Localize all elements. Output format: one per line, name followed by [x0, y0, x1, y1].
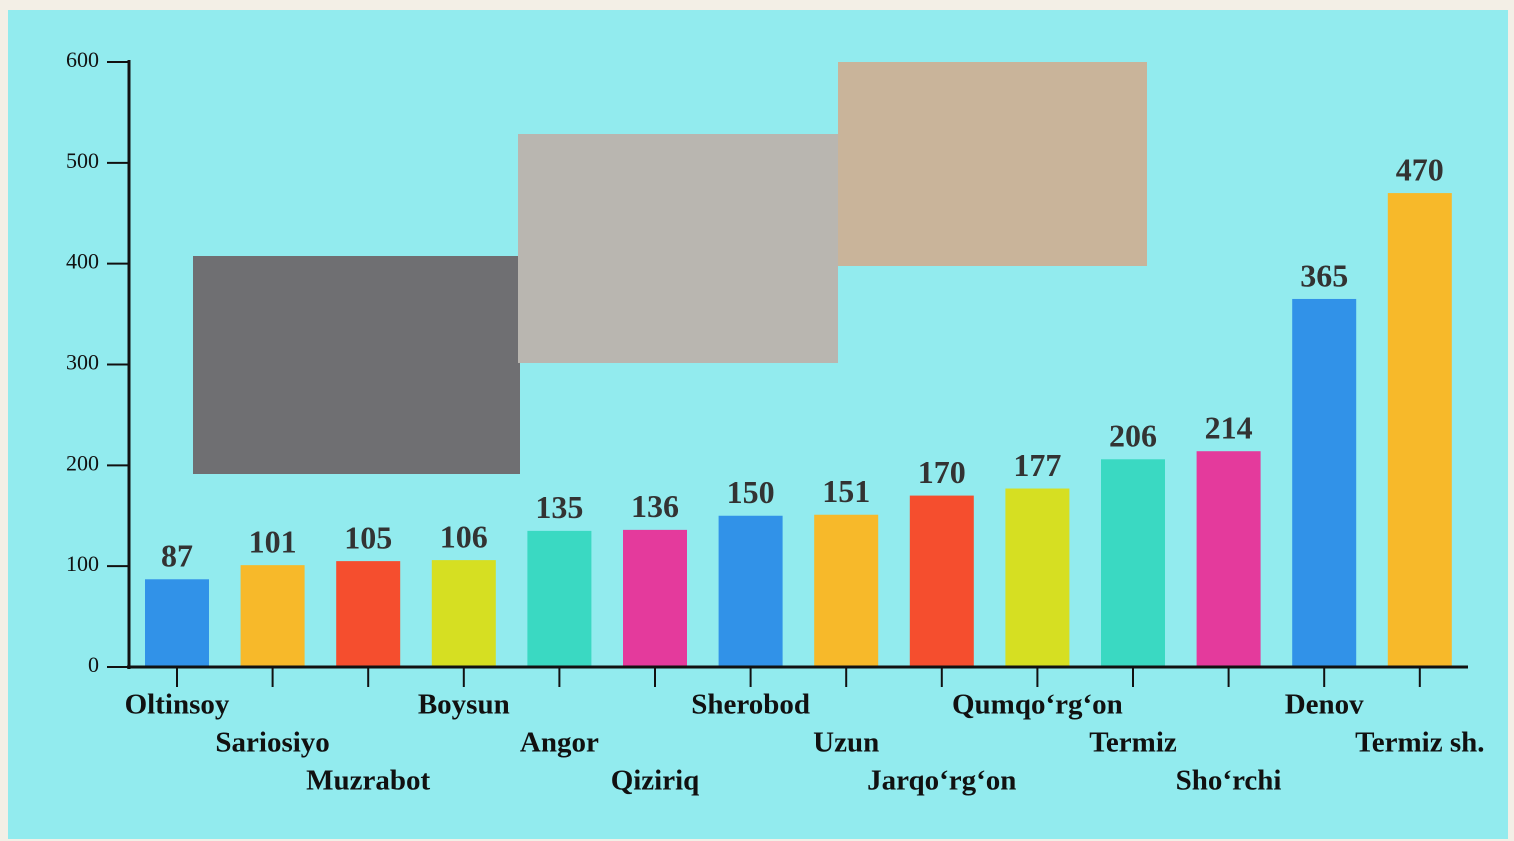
value-label: 87: [161, 538, 193, 574]
x-tick-label: Qumqo‘rg‘on: [952, 689, 1123, 721]
x-tick-label: Oltinsoy: [125, 689, 230, 721]
x-tick-label: Sariosiyo: [215, 727, 329, 759]
photo-desk: [838, 62, 1147, 266]
value-label: 136: [631, 488, 679, 524]
bar: [240, 565, 305, 667]
value-label: 135: [535, 489, 583, 525]
x-tick-label: Termiz: [1089, 727, 1177, 759]
y-tick-label: 300: [66, 350, 99, 375]
bar: [1292, 298, 1357, 667]
y-tick-label: 500: [66, 148, 99, 173]
bar: [527, 530, 592, 667]
photo-meeting: [518, 134, 838, 363]
bar: [1387, 193, 1452, 668]
bar: [336, 561, 401, 667]
y-tick-label: 200: [66, 450, 99, 475]
bar: [623, 529, 687, 667]
bar: [431, 560, 496, 667]
bar: [1196, 451, 1261, 667]
x-tick-label: Jarqo‘rg‘on: [867, 765, 1016, 797]
bar: [145, 579, 209, 667]
value-label: 151: [822, 473, 870, 509]
bar: [1101, 459, 1165, 667]
value-label: 214: [1205, 410, 1253, 446]
x-tick-label: Boysun: [418, 689, 510, 721]
x-tick-label: Sherobod: [691, 689, 810, 721]
value-label: 150: [727, 474, 775, 510]
value-label: 170: [918, 454, 966, 490]
bar: [814, 514, 879, 667]
value-label: 105: [344, 519, 392, 555]
value-label: 365: [1300, 257, 1348, 293]
x-tick-label: Qiziriq: [611, 765, 700, 797]
x-tick-label: Denov: [1285, 689, 1364, 721]
y-tick-label: 100: [66, 551, 99, 576]
value-label: 206: [1109, 418, 1157, 454]
y-tick-label: 0: [88, 652, 99, 677]
bar: [909, 495, 974, 667]
value-label: 106: [440, 518, 488, 554]
bar: [718, 515, 783, 667]
x-tick-label: Muzrabot: [306, 765, 430, 797]
value-label: 177: [1013, 447, 1061, 483]
value-label: 101: [249, 524, 297, 560]
x-tick-label: Uzun: [813, 727, 879, 759]
x-tick-label: Sho‘rchi: [1176, 765, 1282, 797]
y-tick-label: 600: [66, 47, 99, 72]
x-tick-label: Angor: [520, 727, 599, 759]
bar: [1005, 488, 1070, 667]
value-label: 470: [1396, 151, 1444, 187]
x-tick-label: Termiz sh.: [1355, 727, 1484, 759]
photo-handshake: [193, 256, 520, 474]
y-tick-label: 400: [66, 249, 99, 274]
